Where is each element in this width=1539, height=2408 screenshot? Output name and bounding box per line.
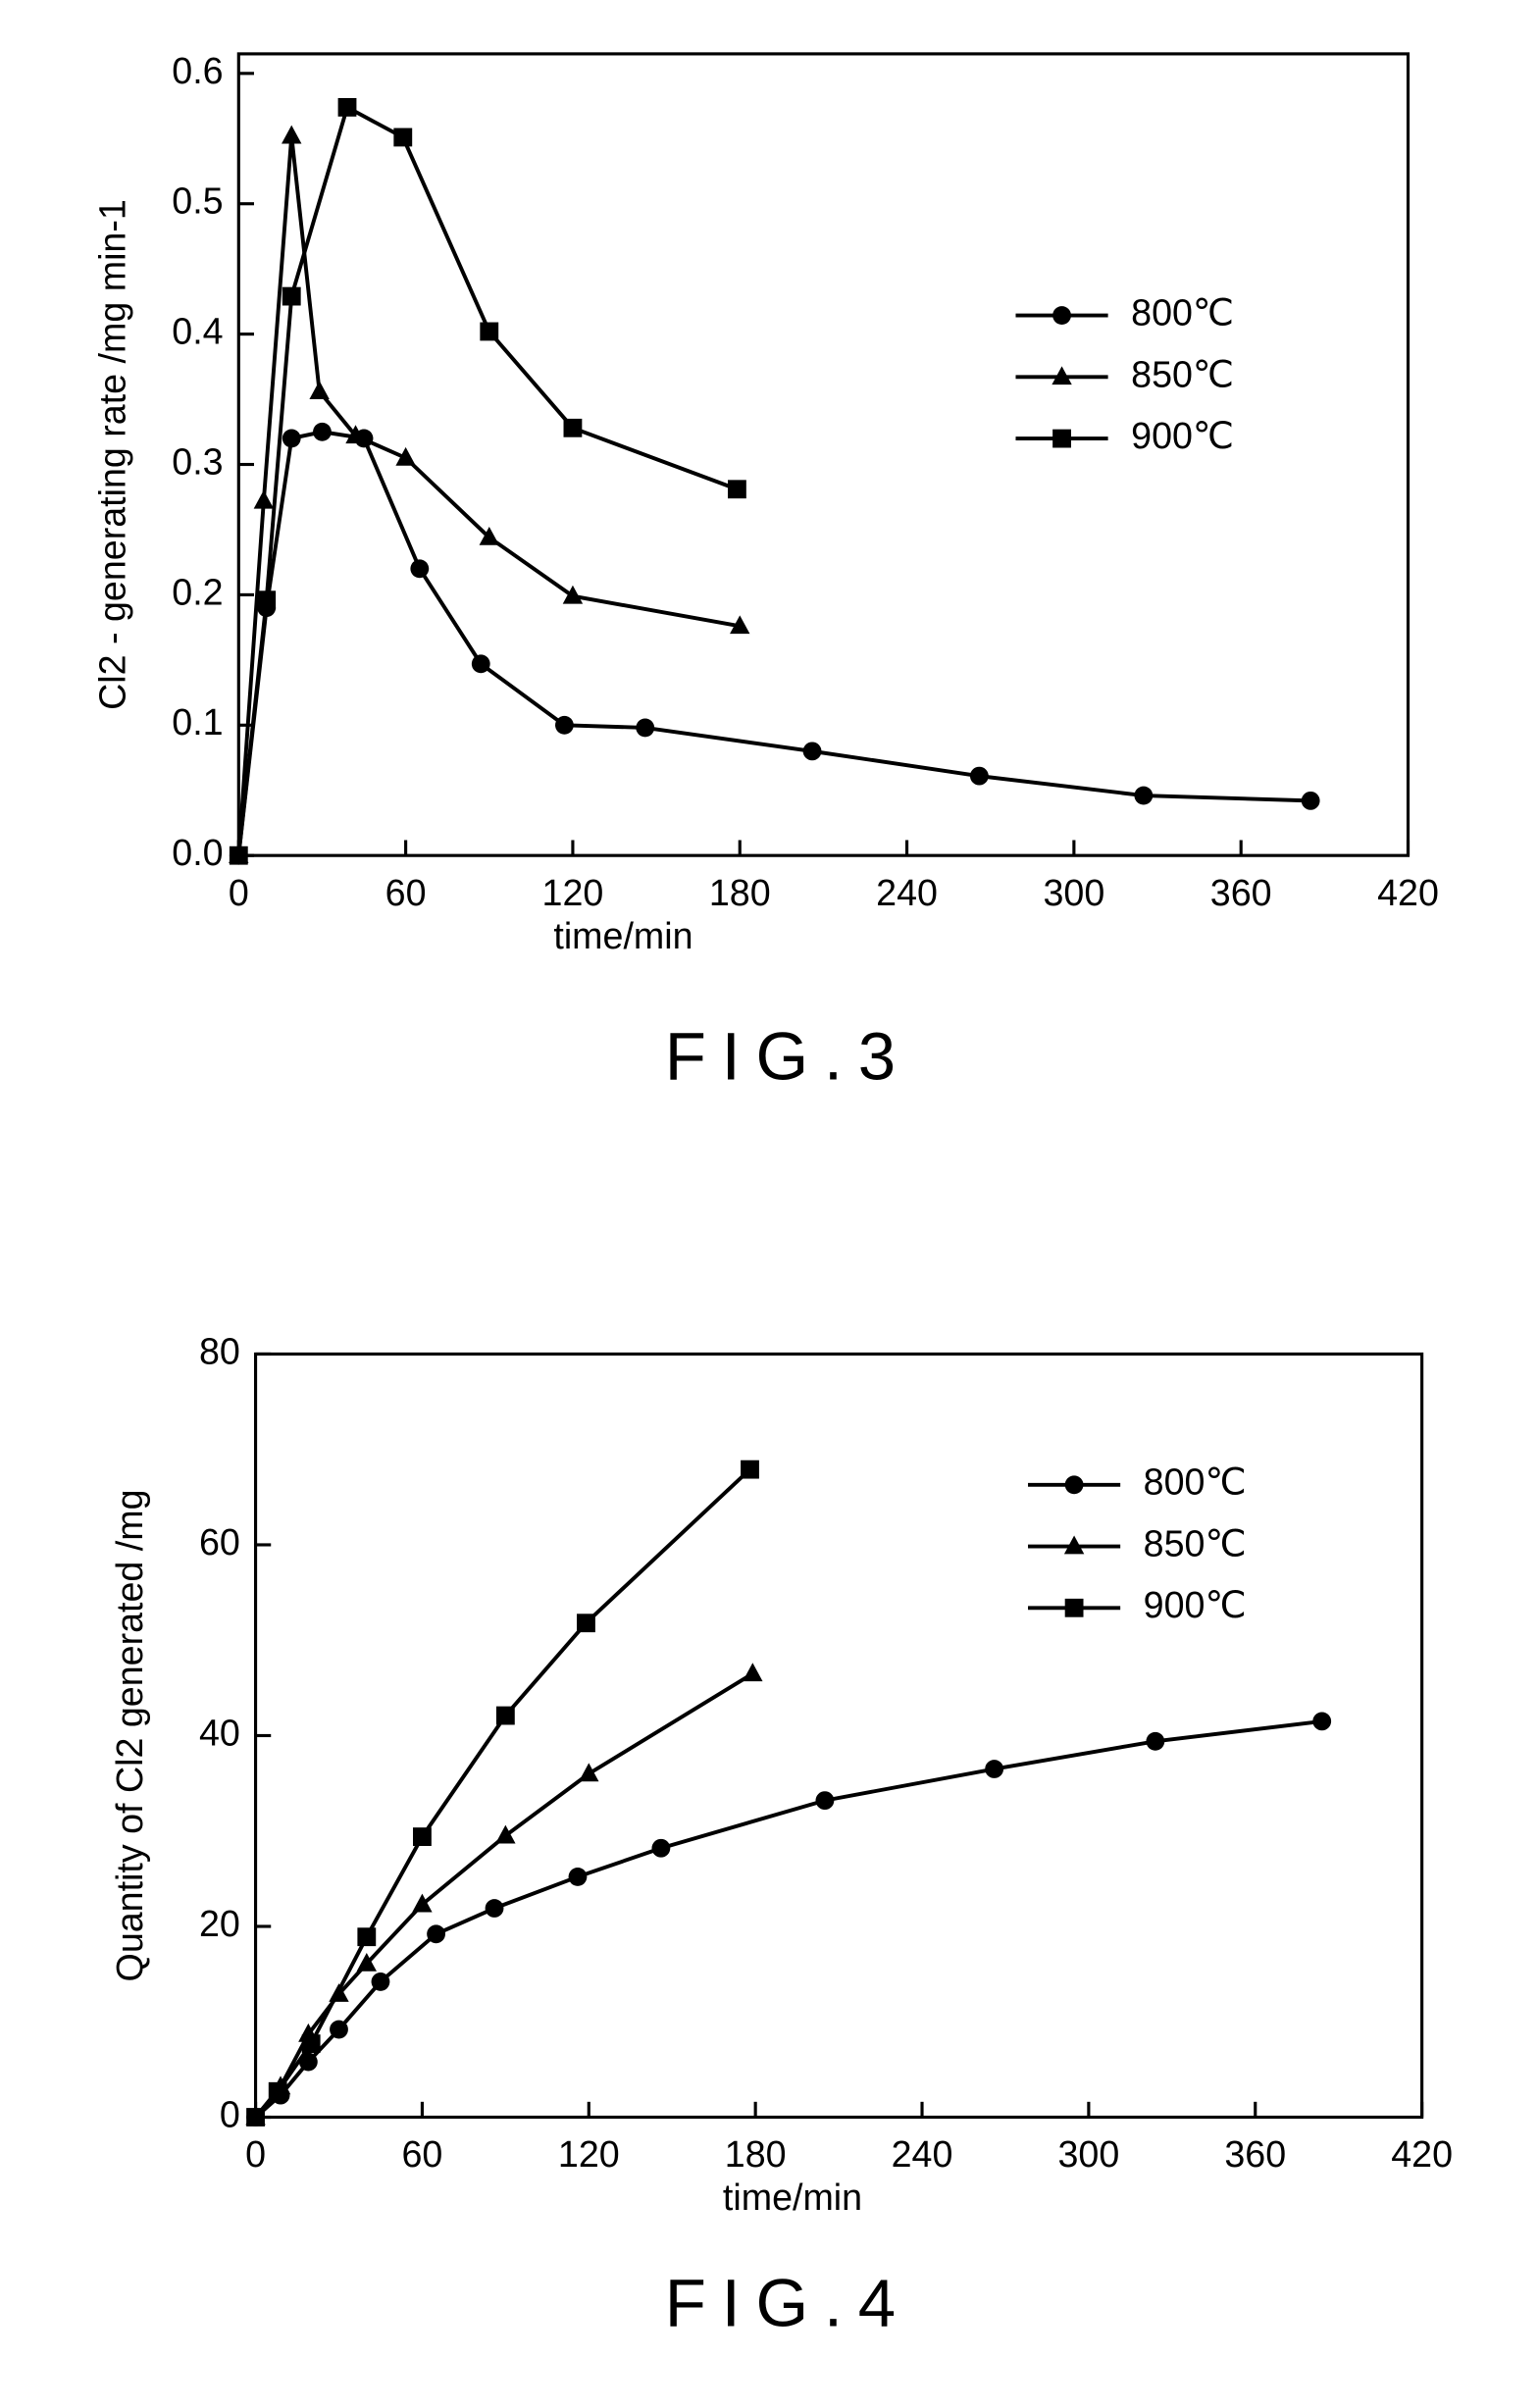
marker xyxy=(486,1899,504,1918)
marker xyxy=(269,2082,287,2101)
marker xyxy=(728,480,746,498)
y-tick-label: 0.0 xyxy=(172,832,223,873)
marker xyxy=(357,1927,376,1946)
x-tick-label: 0 xyxy=(245,2133,266,2175)
series-line xyxy=(238,136,740,856)
marker xyxy=(338,98,357,117)
figure-caption: FIG.3 xyxy=(665,1019,911,1095)
marker xyxy=(413,1827,432,1846)
marker xyxy=(495,1825,515,1844)
marker xyxy=(636,719,654,738)
legend-label: 900℃ xyxy=(1131,415,1234,456)
y-tick-label: 80 xyxy=(199,1330,240,1371)
legend-label: 900℃ xyxy=(1144,1584,1247,1625)
series-line xyxy=(256,1721,1322,2118)
x-tick-label: 240 xyxy=(876,872,938,913)
y-tick-label: 40 xyxy=(199,1712,240,1753)
legend-label: 800℃ xyxy=(1144,1461,1247,1503)
marker xyxy=(282,287,301,306)
marker xyxy=(569,1868,588,1886)
marker xyxy=(496,1707,515,1725)
marker xyxy=(330,2021,348,2039)
y-tick-label: 0.4 xyxy=(172,311,223,352)
x-axis-label: time/min xyxy=(553,915,693,956)
x-tick-label: 300 xyxy=(1058,2133,1120,2175)
y-tick-label: 0.1 xyxy=(172,701,223,743)
marker xyxy=(577,1614,595,1632)
marker xyxy=(1134,787,1153,805)
marker xyxy=(1052,306,1071,325)
marker xyxy=(410,559,429,578)
marker xyxy=(313,423,332,441)
y-axis-label: Quantity of Cl2 generated /mg xyxy=(109,1490,150,1982)
figure-caption: FIG.4 xyxy=(665,2265,911,2340)
marker xyxy=(1312,1712,1331,1730)
marker xyxy=(372,1973,390,1991)
marker xyxy=(985,1760,1003,1778)
y-tick-label: 0.5 xyxy=(172,180,223,222)
x-tick-label: 240 xyxy=(892,2133,953,2175)
marker xyxy=(579,1763,598,1781)
marker xyxy=(393,128,412,147)
legend-label: 850℃ xyxy=(1144,1522,1247,1563)
marker xyxy=(1302,792,1320,810)
marker xyxy=(563,586,583,604)
marker xyxy=(1052,430,1071,448)
marker xyxy=(427,1924,445,1943)
marker xyxy=(1146,1732,1164,1751)
x-tick-label: 300 xyxy=(1043,872,1104,913)
marker xyxy=(651,1839,670,1858)
x-tick-label: 60 xyxy=(385,872,427,913)
marker xyxy=(803,742,822,760)
y-tick-label: 20 xyxy=(199,1903,240,1944)
marker xyxy=(743,1663,762,1681)
marker xyxy=(230,846,248,865)
x-tick-label: 420 xyxy=(1391,2133,1453,2175)
marker xyxy=(816,1791,835,1810)
marker xyxy=(246,2108,265,2126)
y-tick-label: 60 xyxy=(199,1521,240,1563)
plot-frame xyxy=(256,1354,1422,2117)
legend-label: 800℃ xyxy=(1131,292,1234,333)
y-tick-label: 0.6 xyxy=(172,50,223,91)
x-tick-label: 60 xyxy=(401,2133,442,2175)
marker xyxy=(282,126,301,144)
marker xyxy=(257,590,276,609)
y-axis-label: Cl2 - generating rate /mg min-1 xyxy=(92,199,133,710)
x-tick-label: 0 xyxy=(229,872,249,913)
y-tick-label: 0.2 xyxy=(172,571,223,612)
marker xyxy=(741,1460,759,1479)
series-line xyxy=(256,1469,750,2117)
x-tick-label: 180 xyxy=(725,2133,787,2175)
x-tick-label: 420 xyxy=(1377,872,1439,913)
marker xyxy=(970,767,989,786)
x-axis-label: time/min xyxy=(723,2177,862,2218)
x-tick-label: 360 xyxy=(1224,2133,1286,2175)
y-tick-label: 0.3 xyxy=(172,440,223,482)
marker xyxy=(480,323,498,341)
marker xyxy=(302,2034,321,2053)
x-tick-label: 120 xyxy=(542,872,604,913)
x-tick-label: 120 xyxy=(558,2133,620,2175)
marker xyxy=(309,381,329,399)
marker xyxy=(555,716,574,735)
marker xyxy=(472,654,490,673)
y-tick-label: 0 xyxy=(220,2093,240,2134)
series-line xyxy=(256,1673,753,2117)
marker xyxy=(1065,1599,1084,1617)
x-tick-label: 360 xyxy=(1210,872,1272,913)
marker xyxy=(1065,1475,1084,1494)
marker xyxy=(254,490,274,509)
series-line xyxy=(238,107,737,855)
legend-label: 850℃ xyxy=(1131,353,1234,394)
marker xyxy=(282,430,301,448)
marker xyxy=(564,419,583,437)
x-tick-label: 180 xyxy=(709,872,771,913)
